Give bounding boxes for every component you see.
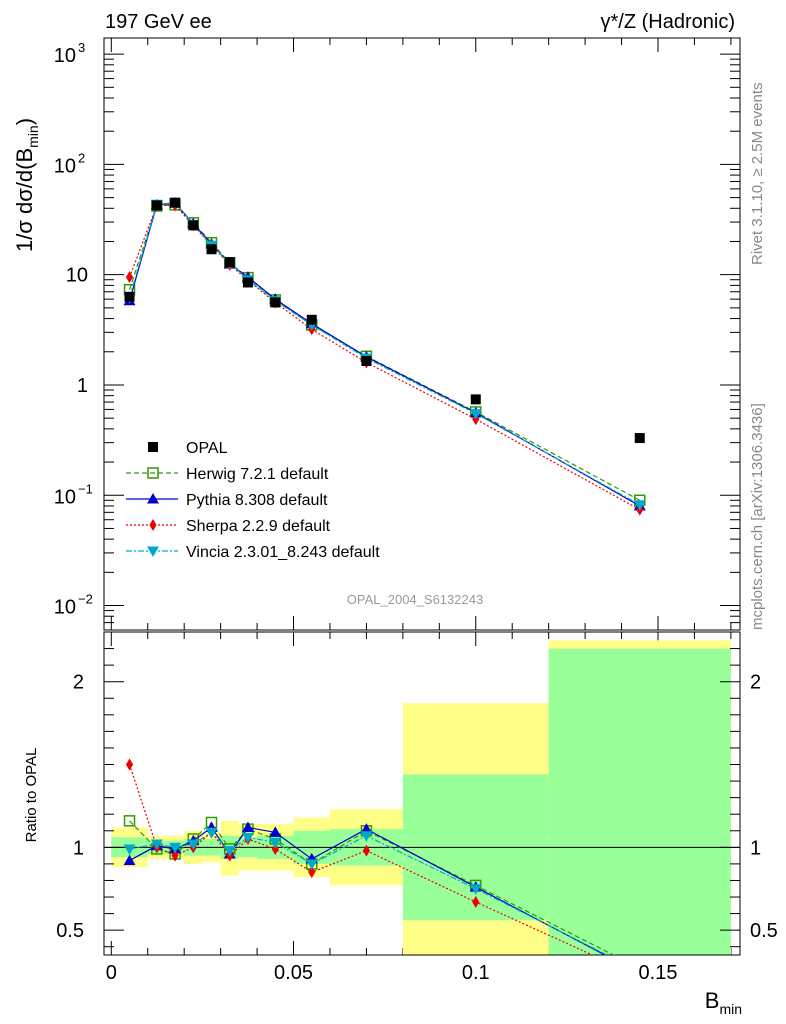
series-point-Vincia 2.3.01_8.243 default	[633, 500, 646, 511]
x-tick-label: 0	[106, 962, 117, 984]
ratio-y-axis-label: Ratio to OPAL	[23, 748, 40, 843]
ratio-y-tick-label-right: 2	[750, 672, 761, 694]
ratio-point-Vincia 2.3.01_8.243 default	[187, 839, 200, 851]
ratio-point-Vincia 2.3.01_8.243 default	[150, 839, 163, 851]
ratio-point-Pythia 8.308 default	[269, 826, 282, 837]
legend-marker-Pythia 8.308 default	[147, 493, 159, 504]
ratio-point-Vincia 2.3.01_8.243 default	[123, 844, 136, 855]
x-axis-label: Bmin	[705, 988, 742, 1017]
ratio-point-Sherpa 2.2.9 default	[362, 844, 371, 857]
data-point-OPAL	[470, 394, 481, 405]
mcplots-label: mcplots.cern.ch [arXiv:1306.3436]	[749, 403, 766, 630]
y-tick-label: 10	[54, 597, 76, 619]
x-axis-label-main: B	[705, 988, 720, 1013]
series-point-Vincia 2.3.01_8.243 default	[469, 409, 482, 420]
rivet-version-label: Rivet 3.1.10, ≥ 2.5M events	[749, 83, 766, 266]
ratio-point-Vincia 2.3.01_8.243 default	[223, 846, 236, 857]
y-tick-label: 10	[54, 155, 76, 177]
y-tick-label: 10	[66, 265, 88, 287]
y-axis-label: 1/σ dσ/d(Bmin)	[12, 118, 41, 252]
data-point-OPAL	[224, 257, 235, 268]
data-point-OPAL	[170, 197, 181, 208]
ratio-point-Sherpa 2.2.9 default	[171, 849, 179, 862]
x-tick-label: 0.15	[639, 962, 678, 984]
analysis-id-label: OPAL_2004_S6132243	[347, 592, 483, 607]
y-tick-label: 10	[54, 486, 76, 508]
y-tick-label: 1	[77, 375, 88, 397]
x-tick-label: 0.05	[274, 962, 313, 984]
ratio-y-tick-label: 2	[73, 672, 84, 694]
ratio-point-Vincia 2.3.01_8.243 default	[469, 884, 482, 895]
data-point-OPAL	[306, 314, 317, 325]
x-axis-label-sub: min	[719, 1001, 742, 1017]
ratio-point-Pythia 8.308 default	[360, 823, 373, 834]
ratio-line-Herwig 7.2.1 default	[129, 820, 615, 955]
ratio-y-tick-label: 0.5	[56, 920, 84, 942]
legend-marker-Herwig 7.2.1 default	[147, 467, 159, 479]
ratio-line-Vincia 2.3.01_8.243 default	[129, 831, 609, 955]
data-point-OPAL	[124, 291, 135, 302]
legend-label-Pythia 8.308 default: Pythia 8.308 default	[186, 492, 328, 509]
ratio-point-Pythia 8.308 default	[123, 854, 136, 866]
ratio-point-Herwig 7.2.1 default	[123, 815, 136, 827]
legend-marker-OPAL	[148, 442, 158, 452]
y-tick-exponent: −1	[78, 481, 93, 496]
ratio-panel: 0 0.05 0.1 0.15 Bmin 0.5 0.5 1 1 2 2 Ratio to OPAL	[23, 631, 778, 1017]
legend: OPAL Herwig 7.2.1 default Pythia 8.308 def…	[126, 440, 380, 561]
legend-label-Sherpa 2.2.9 default: Sherpa 2.2.9 default	[186, 518, 331, 535]
y-axis-label-sub: min	[25, 125, 41, 148]
y-axis-label-main: 1/σ dσ/d(B	[12, 148, 37, 252]
data-point-OPAL	[206, 244, 217, 255]
main-series-group	[123, 197, 646, 516]
ratio-point-Sherpa 2.2.9 default	[472, 895, 480, 908]
ratio-y-tick-label-right: 1	[750, 837, 761, 859]
y-tick-exponent: 2	[78, 150, 85, 165]
ratio-line-Sherpa 2.2.9 default	[128, 764, 594, 955]
x-tick-label: 0.1	[462, 962, 490, 984]
ratio-point-Sherpa 2.2.9 default	[308, 866, 316, 879]
data-point-OPAL	[361, 355, 372, 366]
series-line-Pythia 8.308 default	[128, 202, 641, 507]
ratio-point-Pythia 8.308 default	[241, 821, 254, 832]
legend-label-OPAL: OPAL	[186, 440, 228, 457]
ratio-y-tick-label: 1	[73, 837, 84, 859]
legend-marker-Sherpa 2.2.9 default	[149, 519, 157, 531]
series-point-Sherpa 2.2.9 default	[125, 271, 134, 284]
header-left-title: 197 GeV ee	[105, 11, 212, 33]
ratio-point-Sherpa 2.2.9 default	[125, 758, 134, 771]
ratio-point-Vincia 2.3.01_8.243 default	[205, 827, 218, 839]
series-line-Sherpa 2.2.9 default	[128, 204, 641, 511]
ratio-y-tick-label-right: 0.5	[750, 920, 778, 942]
main-frame	[103, 37, 741, 631]
data-point-OPAL	[188, 220, 199, 231]
header-right-title: γ*/Z (Hadronic)	[601, 11, 735, 33]
ratio-point-Vincia 2.3.01_8.243 default	[169, 842, 182, 854]
legend-marker-Vincia 2.3.01_8.243 default	[147, 546, 159, 557]
data-point-OPAL	[242, 277, 253, 288]
y-tick-exponent: −2	[78, 592, 93, 607]
y-axis-label-close: )	[12, 118, 37, 125]
uncertainty-band-green	[548, 648, 731, 955]
ratio-series-group	[123, 758, 615, 955]
ratio-point-Vincia 2.3.01_8.243 default	[305, 859, 318, 870]
ratio-point-Vincia 2.3.01_8.243 default	[241, 832, 254, 844]
legend-label-Vincia 2.3.01_8.243 default: Vincia 2.3.01_8.243 default	[186, 544, 380, 561]
ratio-point-Sherpa 2.2.9 default	[271, 842, 279, 855]
legend-label-Herwig 7.2.1 default: Herwig 7.2.1 default	[186, 466, 329, 483]
y-tick-label: 10	[54, 45, 76, 67]
ratio-frame	[103, 631, 741, 956]
ratio-point-Vincia 2.3.01_8.243 default	[269, 837, 282, 849]
data-point-OPAL	[151, 200, 162, 211]
y-tick-exponent: 3	[78, 40, 85, 55]
data-point-OPAL	[634, 433, 645, 444]
data-point-OPAL	[270, 297, 281, 308]
ratio-point-Vincia 2.3.01_8.243 default	[360, 831, 373, 842]
